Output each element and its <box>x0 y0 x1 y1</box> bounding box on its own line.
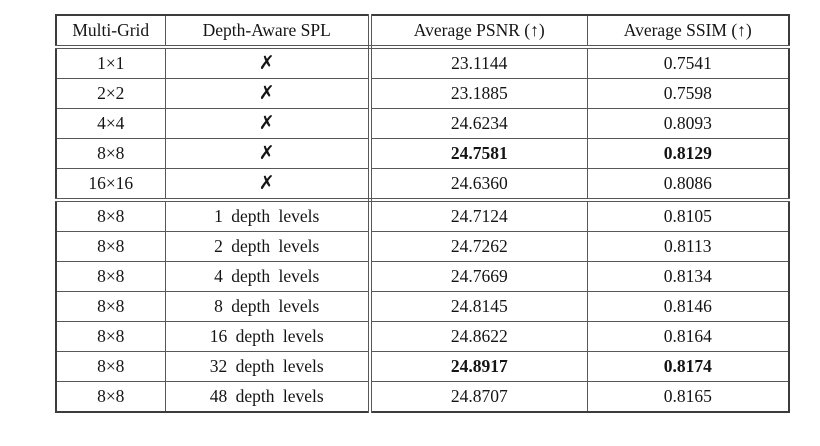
cross-icon: ✗ <box>258 172 275 194</box>
cell-grid: 16×16 <box>55 168 166 202</box>
cell-ssim: 0.8113 <box>586 231 790 262</box>
cell-ssim: 0.8165 <box>586 381 790 413</box>
cross-icon: ✗ <box>258 142 275 164</box>
column-header-average-psnr: Average PSNR (↑) <box>369 14 588 49</box>
section-multi-grid-ablation: 1×1 ✗ 23.1144 0.7541 2×2 ✗ 23.1885 0.7598 4×4 ✗ 24… <box>55 46 790 202</box>
cell-psnr: 24.8622 <box>369 321 588 352</box>
column-header-depth-aware-spl: Depth-Aware SPL <box>164 14 372 49</box>
table-row: 8×8 8 depth levels 24.8145 0.8146 <box>55 291 790 322</box>
cross-icon: ✗ <box>258 112 275 134</box>
cell-spl: ✗ <box>164 78 372 109</box>
table-row: 1×1 ✗ 23.1144 0.7541 <box>55 46 790 79</box>
cell-grid: 4×4 <box>55 108 166 139</box>
cell-spl: 2 depth levels <box>164 231 372 262</box>
cell-ssim: 0.7541 <box>586 46 790 79</box>
cell-ssim: 0.8086 <box>586 168 790 202</box>
column-header-multi-grid: Multi-Grid <box>55 14 166 49</box>
cell-ssim: 0.8129 <box>586 138 790 169</box>
cell-grid: 8×8 <box>55 138 166 169</box>
cell-ssim: 0.8105 <box>586 199 790 232</box>
cell-psnr: 24.8917 <box>369 351 588 382</box>
cell-ssim: 0.8174 <box>586 351 790 382</box>
table-row: 8×8 4 depth levels 24.7669 0.8134 <box>55 261 790 292</box>
cell-spl: ✗ <box>164 168 372 202</box>
cell-ssim: 0.8093 <box>586 108 790 139</box>
table-row: 8×8 1 depth levels 24.7124 0.8105 <box>55 199 790 232</box>
cell-grid: 8×8 <box>55 199 166 232</box>
table-row: 8×8 2 depth levels 24.7262 0.8113 <box>55 231 790 262</box>
cell-grid: 8×8 <box>55 261 166 292</box>
table-row: 8×8 48 depth levels 24.8707 0.8165 <box>55 381 790 413</box>
column-header-average-ssim: Average SSIM (↑) <box>586 14 790 49</box>
cell-spl: 32 depth levels <box>164 351 372 382</box>
table-row: 8×8 32 depth levels 24.8917 0.8174 <box>55 351 790 382</box>
table-row: 4×4 ✗ 24.6234 0.8093 <box>55 108 790 139</box>
cell-psnr: 24.7124 <box>369 199 588 232</box>
cell-grid: 8×8 <box>55 321 166 352</box>
cell-psnr: 24.6360 <box>369 168 588 202</box>
table-row: 8×8 ✗ 24.7581 0.8129 <box>55 138 790 169</box>
cell-grid: 1×1 <box>55 46 166 79</box>
cell-grid: 8×8 <box>55 291 166 322</box>
cell-grid: 8×8 <box>55 381 166 413</box>
cell-grid: 2×2 <box>55 78 166 109</box>
cell-psnr: 24.7581 <box>369 138 588 169</box>
cell-grid: 8×8 <box>55 231 166 262</box>
cross-icon: ✗ <box>258 82 275 104</box>
cell-spl: 16 depth levels <box>164 321 372 352</box>
cell-spl: 4 depth levels <box>164 261 372 292</box>
cell-psnr: 24.6234 <box>369 108 588 139</box>
cell-psnr: 24.7262 <box>369 231 588 262</box>
table-row: 2×2 ✗ 23.1885 0.7598 <box>55 78 790 109</box>
cell-psnr: 24.8145 <box>369 291 588 322</box>
cell-spl: ✗ <box>164 46 372 79</box>
table-row: 16×16 ✗ 24.6360 0.8086 <box>55 168 790 202</box>
cross-icon: ✗ <box>258 52 275 74</box>
cell-ssim: 0.8134 <box>586 261 790 292</box>
cell-psnr: 23.1144 <box>369 46 588 79</box>
cell-ssim: 0.7598 <box>586 78 790 109</box>
cell-grid: 8×8 <box>55 351 166 382</box>
cell-ssim: 0.8164 <box>586 321 790 352</box>
header-row: Multi-Grid Depth-Aware SPL Average PSNR … <box>55 14 790 49</box>
cell-spl: 1 depth levels <box>164 199 372 232</box>
cell-spl: ✗ <box>164 138 372 169</box>
section-depth-levels-ablation: 8×8 1 depth levels 24.7124 0.8105 8×8 2 depth… <box>55 199 790 413</box>
cell-psnr: 24.7669 <box>369 261 588 292</box>
cell-spl: 48 depth levels <box>164 381 372 413</box>
table-header: Multi-Grid Depth-Aware SPL Average PSNR … <box>55 14 790 49</box>
cell-spl: ✗ <box>164 108 372 139</box>
cell-psnr: 24.8707 <box>369 381 588 413</box>
table-row: 8×8 16 depth levels 24.8622 0.8164 <box>55 321 790 352</box>
cell-ssim: 0.8146 <box>586 291 790 322</box>
cell-psnr: 23.1885 <box>369 78 588 109</box>
cell-spl: 8 depth levels <box>164 291 372 322</box>
ablation-results-table: Multi-Grid Depth-Aware SPL Average PSNR … <box>55 14 790 413</box>
